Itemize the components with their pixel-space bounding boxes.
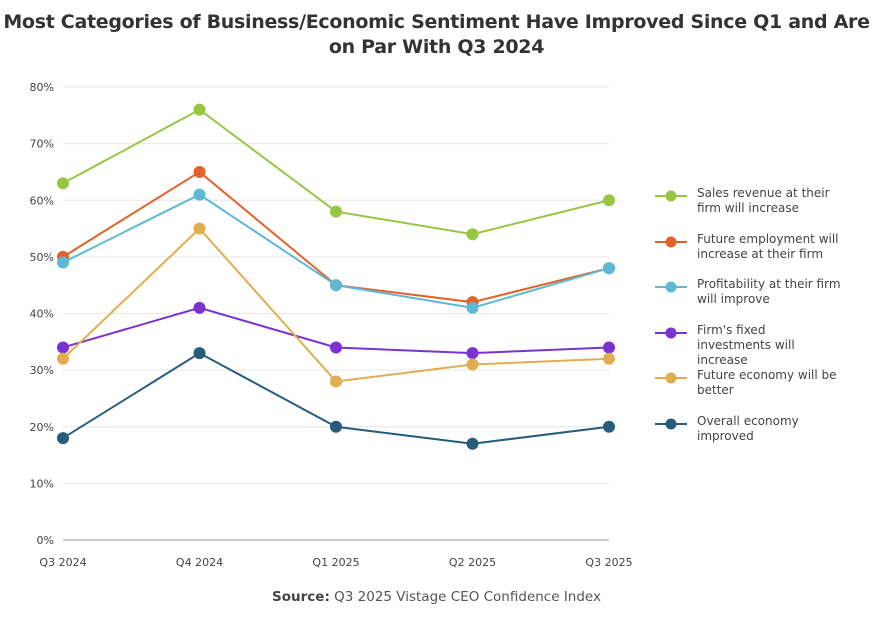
source-text: Q3 2025 Vistage CEO Confidence Index <box>334 589 601 605</box>
legend-item[interactable]: Profitability at their firm will improve <box>655 277 855 323</box>
x-tick-label: Q2 2025 <box>449 556 496 569</box>
legend-label: Sales revenue at their firm will increas… <box>697 186 830 215</box>
legend: Sales revenue at their firm will increas… <box>655 186 855 459</box>
data-point <box>603 194 615 207</box>
y-tick-label: 60% <box>30 194 54 207</box>
legend-label: Future economy will be better <box>697 368 837 397</box>
data-point <box>57 177 69 190</box>
series-line <box>62 227 610 383</box>
data-point <box>57 352 69 365</box>
data-point <box>603 352 615 365</box>
data-point <box>193 188 206 201</box>
legend-item[interactable]: Future employment will increase at their… <box>655 232 855 278</box>
data-point <box>57 341 69 354</box>
y-tick-label: 10% <box>30 477 54 490</box>
x-tick-label: Q4 2024 <box>176 556 223 569</box>
y-tick-label: 30% <box>30 364 54 377</box>
data-point <box>193 347 206 360</box>
x-tick-label: Q1 2025 <box>312 556 359 569</box>
data-point <box>193 103 206 116</box>
data-point <box>193 165 206 178</box>
legend-label: Future employment will increase at their… <box>697 231 839 261</box>
source-note: Source: Q3 2025 Vistage CEO Confidence I… <box>0 589 873 605</box>
data-point <box>466 301 479 314</box>
y-tick-label: 50% <box>30 251 54 264</box>
data-point <box>330 420 342 433</box>
data-point <box>57 256 69 269</box>
data-point <box>603 341 615 354</box>
data-point <box>330 341 342 354</box>
chart-title: Most Categories of Business/Economic Sen… <box>3 11 870 58</box>
legend-marker-icon <box>655 418 687 429</box>
data-point <box>57 432 69 445</box>
legend-item[interactable]: Sales revenue at their firm will increas… <box>655 186 855 232</box>
data-point <box>330 375 342 388</box>
legend-marker-icon <box>655 372 687 384</box>
legend-marker-icon <box>655 327 687 338</box>
legend-label: Firm's fixed investments will increase <box>697 322 795 367</box>
data-point <box>466 358 479 371</box>
legend-label: Overall economy improved <box>697 413 799 443</box>
legend-item[interactable]: Overall economy improved <box>655 414 855 460</box>
y-tick-label: 0% <box>37 534 54 547</box>
data-point <box>330 205 342 218</box>
x-tick-label: Q3 2025 <box>585 556 632 569</box>
data-point <box>466 347 479 360</box>
y-tick-label: 80% <box>30 81 54 94</box>
data-point <box>466 437 479 450</box>
y-tick-label: 70% <box>30 138 54 151</box>
y-tick-label: 20% <box>30 421 54 434</box>
y-tick-label: 40% <box>30 308 54 321</box>
data-point <box>603 420 615 433</box>
data-point <box>466 228 479 241</box>
data-point <box>193 222 206 235</box>
legend-label: Profitability at their firm will improve <box>697 277 841 306</box>
data-point <box>603 262 615 275</box>
legend-marker-icon <box>655 190 687 202</box>
data-point <box>330 279 342 292</box>
legend-marker-icon <box>655 236 687 247</box>
x-tick-label: Q3 2024 <box>39 556 86 569</box>
source-label: Source: <box>272 589 330 605</box>
data-point <box>193 301 206 314</box>
legend-item[interactable]: Firm's fixed investments will increase <box>655 323 855 369</box>
legend-item[interactable]: Future economy will be better <box>655 368 855 414</box>
legend-marker-icon <box>655 281 687 293</box>
